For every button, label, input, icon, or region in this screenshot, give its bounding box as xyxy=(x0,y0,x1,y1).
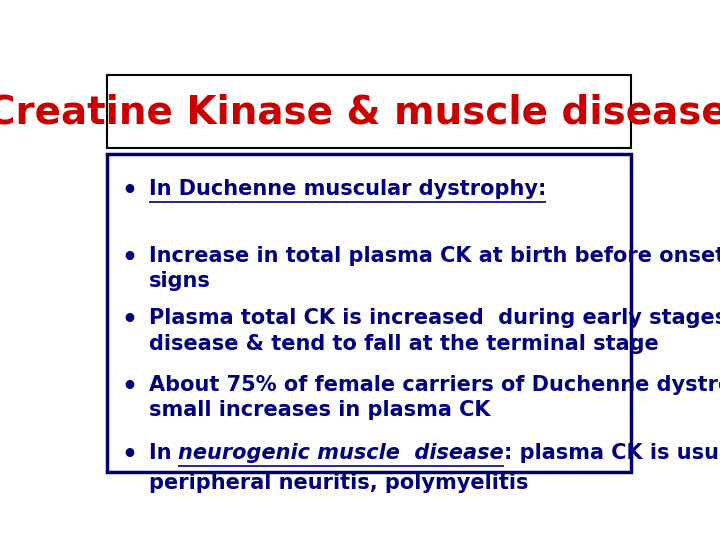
Text: •: • xyxy=(121,375,137,399)
Text: •: • xyxy=(121,308,137,332)
Text: : plasma CK is usually normal in: : plasma CK is usually normal in xyxy=(504,443,720,463)
Text: peripheral neuritis, polymyelitis: peripheral neuritis, polymyelitis xyxy=(148,473,528,493)
Text: •: • xyxy=(121,179,137,203)
Text: •: • xyxy=(121,443,137,467)
Text: In Duchenne muscular dystrophy:: In Duchenne muscular dystrophy: xyxy=(148,179,546,199)
Text: Plasma total CK is increased  during early stages of the
disease & tend to fall : Plasma total CK is increased during earl… xyxy=(148,308,720,354)
Text: Increase in total plasma CK at birth before onset of clinical
signs: Increase in total plasma CK at birth bef… xyxy=(148,246,720,291)
Text: •: • xyxy=(121,246,137,269)
Text: neurogenic muscle  disease: neurogenic muscle disease xyxy=(179,443,504,463)
Text: In: In xyxy=(148,443,179,463)
Text: Creatine Kinase & muscle diseases: Creatine Kinase & muscle diseases xyxy=(0,93,720,131)
Text: About 75% of female carriers of Duchenne dystrophy have
small increases in plasm: About 75% of female carriers of Duchenne… xyxy=(148,375,720,420)
FancyBboxPatch shape xyxy=(107,75,631,148)
FancyBboxPatch shape xyxy=(107,154,631,472)
